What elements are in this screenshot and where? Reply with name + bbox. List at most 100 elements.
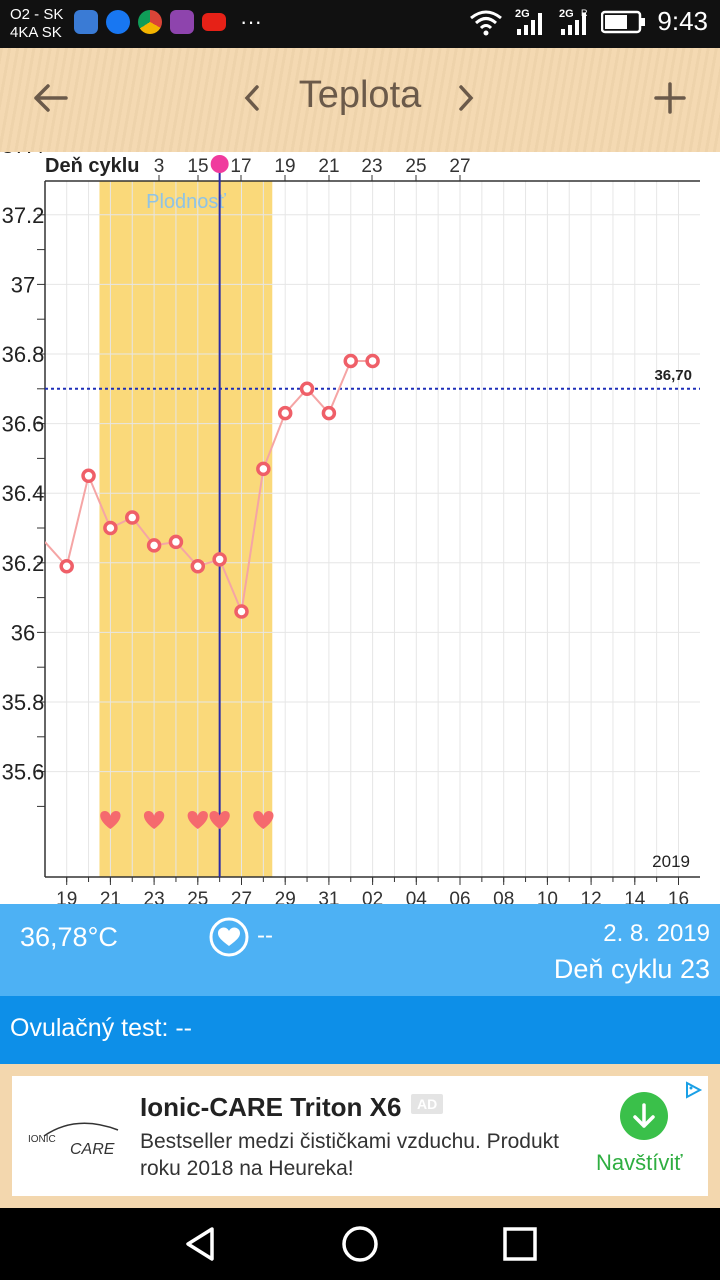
signal-icon-1: 2G: [515, 8, 543, 35]
day-info-panel: 36,78°C -- 2. 8. 2019 Deň cyklu 23: [0, 904, 720, 996]
temperature-chart[interactable]: 37.4 37.2 37 36.8 36.6 36.4 36.2 36 35.8 35.6 19 21…: [0, 133, 720, 910]
y-tick-label: 36.4: [2, 481, 45, 506]
system-status: 2G 2G R 9:43: [469, 6, 708, 37]
x-tick-label: 31: [318, 889, 339, 904]
ad-cta-label[interactable]: Navštíviť: [596, 1150, 683, 1175]
y-tick-label: 35.8: [2, 690, 45, 715]
cycle-tick-label: 15: [187, 156, 208, 177]
x-tick-label: 21: [100, 889, 121, 904]
temperature-point: [125, 510, 140, 525]
chevron-right-icon: [459, 85, 474, 111]
y-tick-label: 35.6: [2, 760, 45, 785]
logo-line-1: IONIC: [28, 1134, 56, 1145]
intercourse-heart-icon: [209, 811, 230, 829]
temperature-point: [277, 405, 293, 421]
x-tick-label: 08: [493, 889, 514, 904]
gallery-icon: [170, 10, 194, 34]
ad-badge: AD: [411, 1094, 444, 1114]
chevron-left-icon: [244, 85, 259, 111]
heart-circle-icon[interactable]: [208, 916, 250, 958]
cycle-day: Deň cyklu 23: [553, 954, 710, 984]
ovulation-marker: [210, 155, 229, 173]
adchoices-icon[interactable]: [682, 1080, 704, 1100]
y-tick-label: 36: [11, 620, 35, 645]
temperature-point: [234, 604, 249, 619]
temperature-point: [256, 461, 271, 477]
x-tick-label: 14: [624, 889, 646, 904]
intercourse-heart-icon: [187, 811, 208, 829]
temperature-point: [343, 353, 358, 369]
next-button[interactable]: [436, 68, 496, 128]
temperature-point: [212, 552, 227, 567]
location-app-icon: [74, 10, 98, 34]
temperature-value: 36,78°C: [20, 922, 118, 952]
ad-title[interactable]: Ionic-CARE Triton X6: [140, 1092, 402, 1122]
cycle-tick-label: 27: [449, 156, 470, 177]
x-tick-label: 25: [187, 889, 208, 904]
coverline-label: 36,70: [654, 367, 692, 384]
page-title: Teplota: [298, 74, 422, 116]
square-recents-icon: [503, 1227, 537, 1261]
intercourse-heart-icon: [253, 811, 274, 829]
y-tick-label: 37.4: [2, 152, 45, 158]
previous-button[interactable]: [222, 68, 282, 128]
temperature-point: [321, 405, 337, 421]
temperature-point: [190, 559, 206, 574]
ad-description: Bestseller medzi čističkami vzduchu. Pro…: [140, 1130, 559, 1180]
cycle-tick-label: 25: [405, 156, 426, 177]
ovulation-test-text: Ovulačný test: --: [10, 1014, 192, 1042]
cycle-tick-label: 23: [361, 156, 382, 177]
intercourse-heart-icon: [100, 811, 121, 829]
carrier-line-2: 4KA SK: [10, 24, 62, 41]
x-tick-label: 04: [406, 889, 428, 904]
logo-line-2: CARE: [70, 1141, 115, 1156]
fertile-label: Plodnosť: [146, 191, 226, 213]
x-tick-label: 19: [56, 889, 77, 904]
more-notifications-icon: ···: [240, 9, 262, 34]
temperature-line: [45, 359, 373, 616]
plus-icon: [654, 82, 686, 114]
clock: 9:43: [657, 6, 708, 36]
temperature-point: [299, 381, 315, 397]
net-type-2: 2G: [559, 8, 574, 20]
y-tick-label: 36.6: [2, 412, 45, 437]
temperature-point: [146, 538, 162, 553]
year-label: 2019: [652, 852, 690, 871]
temperature-point: [59, 559, 74, 574]
x-tick-label: 06: [449, 889, 470, 904]
temperature-point: [365, 353, 380, 369]
temperature-point: [168, 534, 184, 550]
y-tick-label: 37.2: [2, 203, 45, 228]
chrome-icon: [138, 10, 162, 34]
ovulation-test-panel[interactable]: Ovulačný test: --: [0, 996, 720, 1064]
wifi-icon: [470, 10, 503, 35]
chart-canvas[interactable]: 37.4 37.2 37 36.8 36.6 36.4 36.2 36 35.8 35.6 19 21…: [0, 133, 720, 910]
cycle-tick-label: 21: [318, 156, 339, 177]
app-bar: Teplota: [0, 48, 720, 152]
cycle-tick-label: 17: [230, 156, 251, 177]
x-tick-label: 02: [362, 889, 383, 904]
x-tick-label: 23: [144, 889, 165, 904]
triangle-back-icon: [186, 1227, 214, 1261]
ad-visit-button[interactable]: [620, 1092, 668, 1140]
nav-home-button[interactable]: [330, 1220, 390, 1268]
x-tick-label: 12: [581, 889, 602, 904]
carrier-line-1: O2 - SK: [10, 6, 64, 23]
add-button[interactable]: [640, 68, 700, 128]
nav-recents-button[interactable]: [490, 1220, 550, 1268]
temperature-point: [81, 468, 96, 484]
ad-banner[interactable]: IONIC CARE Ionic-CARE Triton X6 AD Bests…: [12, 1076, 708, 1196]
intercourse-heart-icon: [143, 811, 165, 829]
signal-icon-2: 2G R: [559, 8, 588, 35]
fertile-window: [99, 181, 273, 877]
x-tick-label: 27: [231, 889, 252, 904]
nav-back-button[interactable]: [170, 1220, 230, 1268]
net-type-1: 2G: [515, 8, 530, 20]
x-tick-label: 29: [275, 889, 296, 904]
ionic-care-logo: IONIC CARE: [28, 1122, 119, 1156]
status-bar: O2 - SK 4KA SK ··· 2G 2G R: [0, 0, 720, 48]
messenger-icon: [106, 10, 130, 34]
battery-icon: [601, 10, 646, 33]
y-tick-label: 36.8: [2, 342, 45, 367]
back-button[interactable]: [20, 68, 80, 128]
